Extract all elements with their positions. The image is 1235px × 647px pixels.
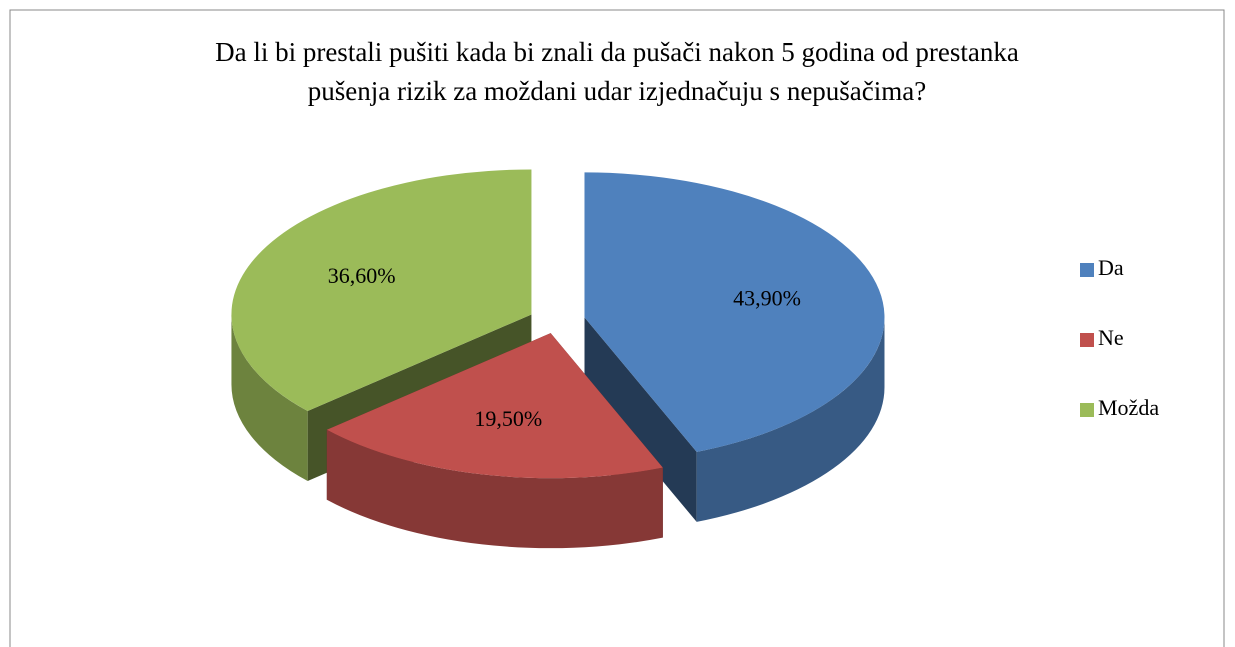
data-label: 19,50% <box>474 406 542 431</box>
legend-label: Ne <box>1098 325 1124 350</box>
legend-label: Da <box>1098 255 1124 280</box>
legend-label: Možda <box>1098 395 1159 420</box>
legend-swatch <box>1080 333 1094 347</box>
slice-side <box>696 317 885 522</box>
chart-title: Da li bi prestali pušiti kada bi znali d… <box>215 37 1019 67</box>
slice <box>584 172 885 452</box>
data-label: 36,60% <box>328 263 396 288</box>
legend-swatch <box>1080 403 1094 417</box>
data-label: 43,90% <box>733 285 801 310</box>
slice <box>231 169 532 412</box>
slice-wall <box>584 317 697 522</box>
slice <box>326 333 663 479</box>
legend-swatch <box>1080 263 1094 277</box>
slice-side <box>231 314 308 482</box>
chart-title: pušenja rizik za moždani udar izjednačuj… <box>308 76 927 106</box>
slice-side <box>326 429 663 549</box>
